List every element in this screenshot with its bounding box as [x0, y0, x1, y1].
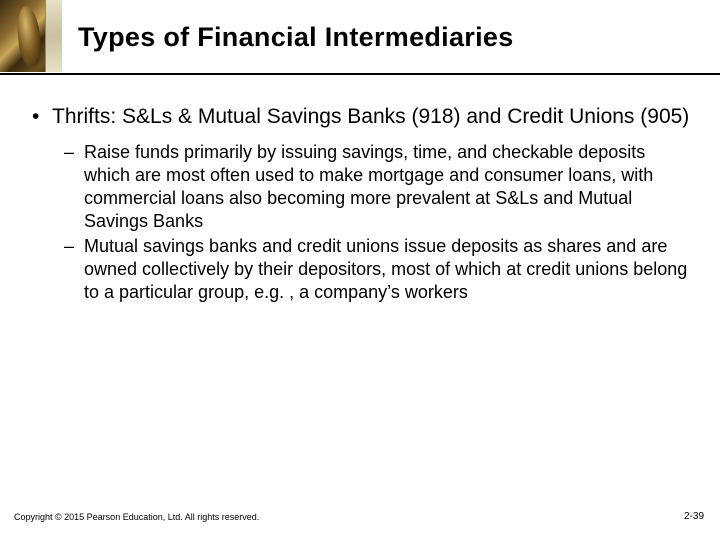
bullet-level2: Mutual savings banks and credit unions i… — [32, 235, 696, 304]
page-number: 2-39 — [684, 511, 704, 522]
slide-title: Types of Financial Intermediaries — [78, 22, 700, 53]
slide: Types of Financial Intermediaries Thrift… — [0, 0, 720, 540]
slide-thumbnail-image — [0, 0, 62, 72]
title-underline — [0, 73, 720, 75]
slide-body: Thrifts: S&Ls & Mutual Savings Banks (91… — [32, 104, 696, 306]
copyright-text: Copyright © 2015 Pearson Education, Ltd.… — [14, 512, 259, 522]
bullet-level2: Raise funds primarily by issuing savings… — [32, 141, 696, 233]
bullet-level1: Thrifts: S&Ls & Mutual Savings Banks (91… — [32, 104, 696, 131]
